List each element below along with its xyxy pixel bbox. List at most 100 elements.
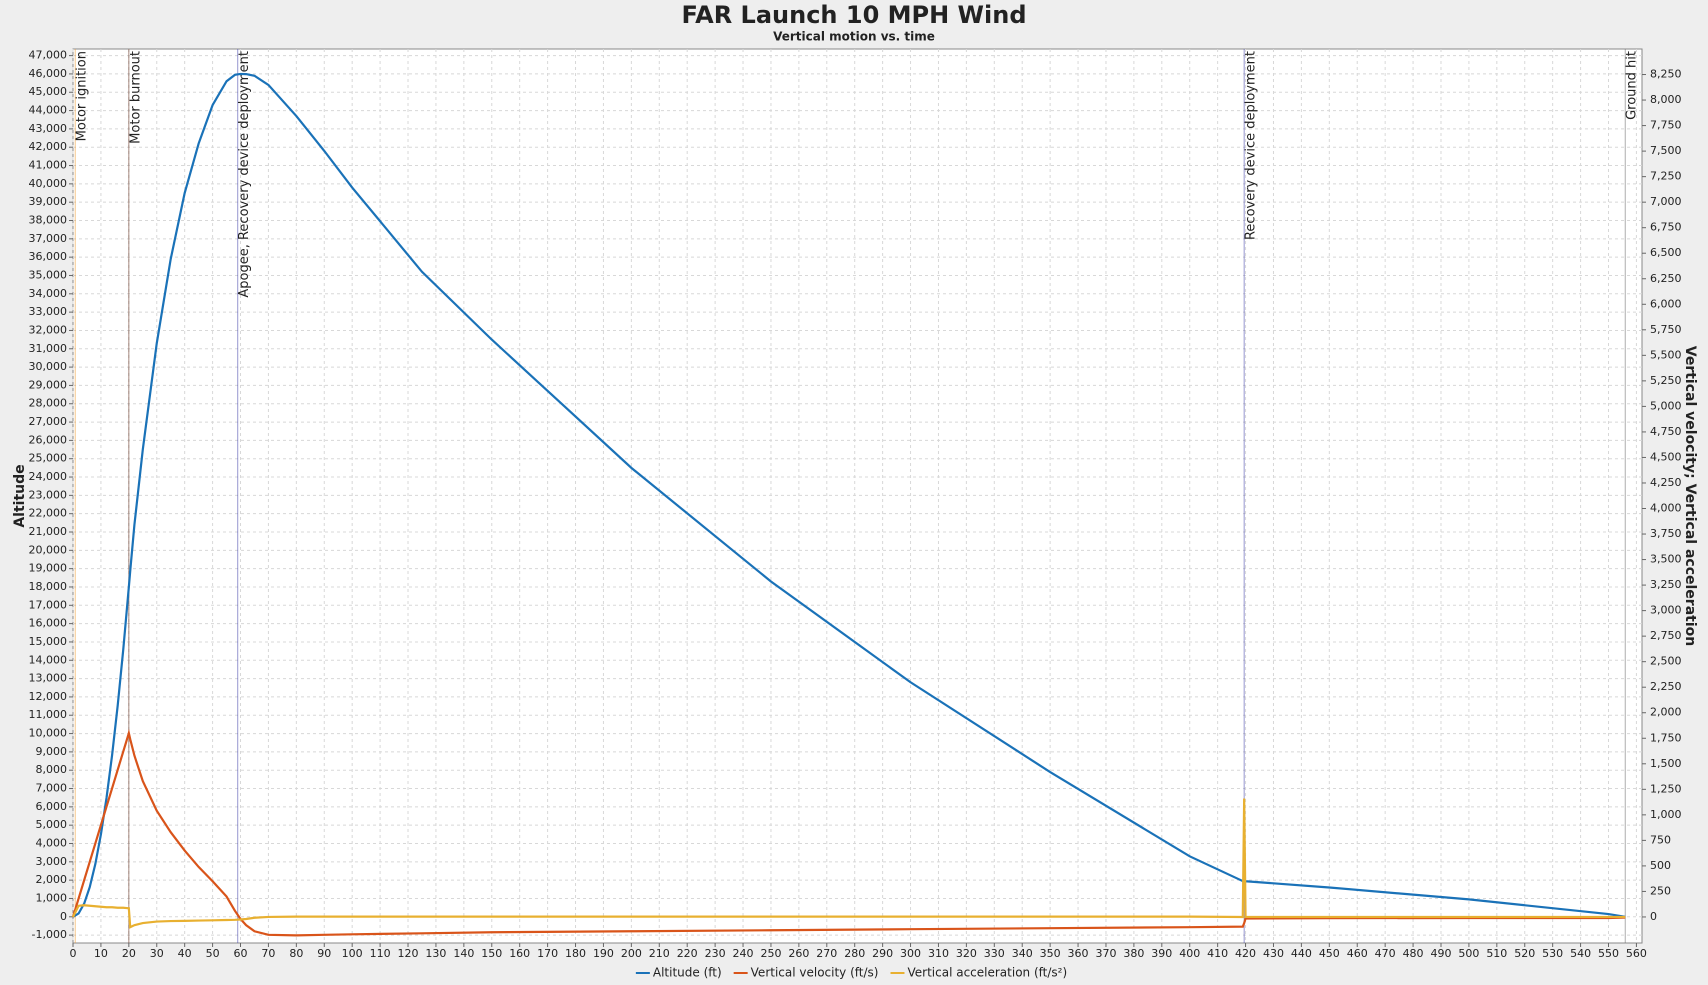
x-tick-label: 330 — [984, 947, 1005, 960]
y-tick-label: 42,000 — [29, 140, 68, 153]
x-tick-label: 450 — [1319, 947, 1340, 960]
x-tick-label: 260 — [788, 947, 809, 960]
y-tick-label: 26,000 — [29, 433, 68, 446]
y-tick-label: 39,000 — [29, 195, 68, 208]
legend: Altitude (ft) Vertical velocity (ft/s) Ver… — [635, 966, 1067, 980]
y2-tick-label: 8,000 — [1650, 93, 1682, 106]
x-tick-label: 270 — [816, 947, 837, 960]
x-tick-label: 140 — [453, 947, 474, 960]
event-label: Motor burnout — [128, 51, 143, 144]
x-tick-label: 300 — [900, 947, 921, 960]
x-tick-label: 20 — [122, 947, 136, 960]
chart-title: FAR Launch 10 MPH Wind — [681, 1, 1026, 29]
x-tick-label: 100 — [342, 947, 363, 960]
x-tick-label: 430 — [1263, 947, 1284, 960]
y-tick-label: 19,000 — [29, 562, 68, 575]
series-line — [72, 72, 1626, 918]
y2-tick-label: 8,250 — [1650, 68, 1682, 81]
y2-tick-label: 5,250 — [1650, 374, 1682, 387]
x-tick-label: 500 — [1458, 947, 1479, 960]
y-tick-label: 29,000 — [29, 378, 68, 391]
y-tick-label: 9,000 — [36, 745, 68, 758]
y2-tick-label: 5,500 — [1650, 348, 1682, 361]
y-tick-label: 17,000 — [29, 598, 68, 611]
x-tick-label: 490 — [1430, 947, 1451, 960]
y-tick-label: 25,000 — [29, 452, 68, 465]
y-tick-label: 33,000 — [29, 305, 68, 318]
plot-area — [72, 48, 1643, 944]
y-tick-label: -1,000 — [32, 928, 67, 941]
y-tick-label: 46,000 — [29, 67, 68, 80]
y-tick-label: 16,000 — [29, 617, 68, 630]
y-tick-label: 4,000 — [36, 837, 68, 850]
x-tick-label: 470 — [1375, 947, 1396, 960]
legend-label: Altitude (ft) — [653, 966, 722, 980]
x-tick-label: 150 — [481, 947, 502, 960]
x-tick-label: 310 — [928, 947, 949, 960]
y-tick-label: 10,000 — [29, 727, 68, 740]
y-tick-label: 5,000 — [36, 818, 68, 831]
y2-tick-label: 250 — [1650, 884, 1671, 897]
x-tick-label: 550 — [1598, 947, 1619, 960]
y-tick-label: 12,000 — [29, 690, 68, 703]
y2-tick-label: 4,250 — [1650, 476, 1682, 489]
y-tick-label: 23,000 — [29, 488, 68, 501]
x-tick-label: 510 — [1486, 947, 1507, 960]
x-tick-label: 370 — [1095, 947, 1116, 960]
y-tick-label: 28,000 — [29, 397, 68, 410]
y-tick-label: 7,000 — [36, 782, 68, 795]
y2-tick-label: 7,250 — [1650, 170, 1682, 183]
y-tick-label: 21,000 — [29, 525, 68, 538]
y-tick-label: 8,000 — [36, 763, 68, 776]
y2-tick-label: 1,000 — [1650, 808, 1682, 821]
y2-tick-label: 7,750 — [1650, 119, 1682, 132]
x-tick-label: 0 — [70, 947, 77, 960]
y2-tick-label: 2,750 — [1650, 629, 1682, 642]
x-tick-label: 40 — [178, 947, 192, 960]
y-tick-label: 47,000 — [29, 49, 68, 62]
x-tick-label: 320 — [956, 947, 977, 960]
x-tick-label: 540 — [1570, 947, 1591, 960]
x-tick-label: 10 — [94, 947, 108, 960]
y2-tick-label: 3,750 — [1650, 527, 1682, 540]
y2-tick-label: 2,000 — [1650, 706, 1682, 719]
x-tick-label: 420 — [1235, 947, 1256, 960]
y2-tick-label: 5,750 — [1650, 323, 1682, 336]
event-label: Ground hit — [1625, 51, 1640, 120]
x-tick-label: 560 — [1626, 947, 1647, 960]
y-tick-label: 20,000 — [29, 543, 68, 556]
y-tick-label: 31,000 — [29, 342, 68, 355]
x-tick-label: 400 — [1179, 947, 1200, 960]
event-label: Recovery device deployment — [1244, 51, 1259, 240]
y-tick-label: 35,000 — [29, 268, 68, 281]
y2-tick-label: 7,500 — [1650, 144, 1682, 157]
y-tick-label: 3,000 — [36, 855, 68, 868]
y-tick-label: 27,000 — [29, 415, 68, 428]
y2-tick-label: 7,000 — [1650, 195, 1682, 208]
y-tick-label: 2,000 — [36, 873, 68, 886]
y-tick-label: 13,000 — [29, 672, 68, 685]
y2-tick-label: 3,250 — [1650, 578, 1682, 591]
y2-tick-label: 6,500 — [1650, 246, 1682, 259]
x-tick-label: 360 — [1068, 947, 1089, 960]
y-tick-label: 1,000 — [36, 891, 68, 904]
x-tick-label: 410 — [1207, 947, 1228, 960]
x-tick-label: 390 — [1151, 947, 1172, 960]
y2-tick-label: 6,250 — [1650, 272, 1682, 285]
x-tick-label: 250 — [760, 947, 781, 960]
y2-tick-label: 4,500 — [1650, 450, 1682, 463]
x-tick-label: 350 — [1040, 947, 1061, 960]
y-tick-label: 36,000 — [29, 250, 68, 263]
y-tick-label: 6,000 — [36, 800, 68, 813]
y-tick-label: 37,000 — [29, 232, 68, 245]
y-tick-label: 15,000 — [29, 635, 68, 648]
x-tick-label: 460 — [1347, 947, 1368, 960]
x-tick-label: 190 — [593, 947, 614, 960]
x-tick-label: 440 — [1291, 947, 1312, 960]
x-tick-label: 520 — [1514, 947, 1535, 960]
x-tick-label: 220 — [677, 947, 698, 960]
y2-tick-label: 3,000 — [1650, 604, 1682, 617]
y2-tick-label: 2,250 — [1650, 680, 1682, 693]
x-tick-label: 240 — [733, 947, 754, 960]
